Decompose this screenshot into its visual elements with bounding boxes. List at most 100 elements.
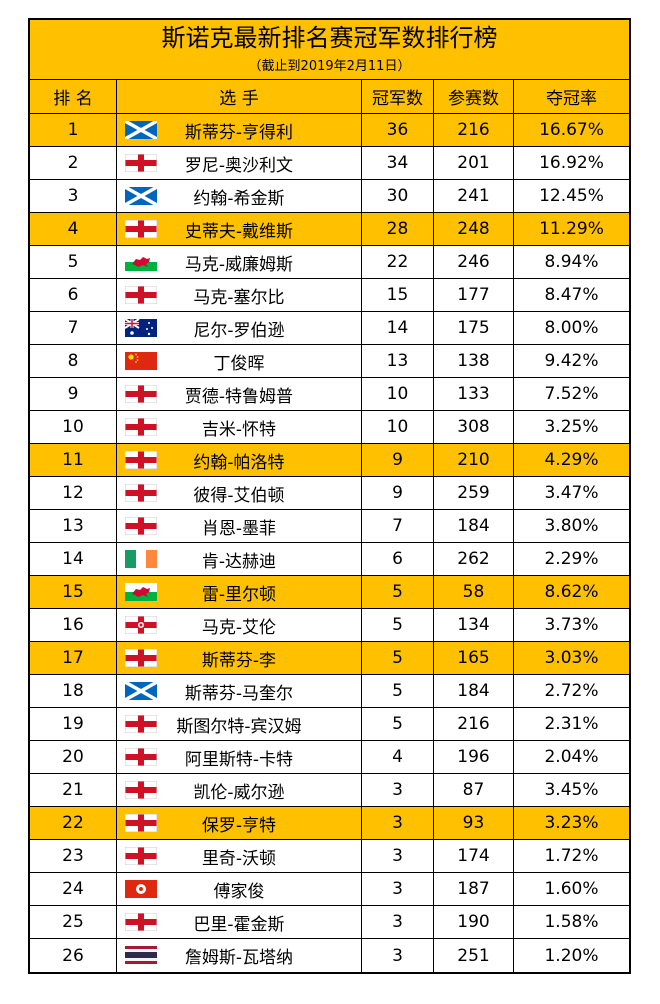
flag-icon	[125, 913, 157, 931]
table-cell: 13	[362, 345, 434, 377]
cell-text: 216	[457, 120, 490, 140]
cell-text: 16.67%	[539, 120, 604, 140]
table-row: 25 巴里-霍金斯 3 190 1.58%	[30, 906, 629, 939]
cell-text: 7.52%	[544, 384, 599, 404]
table-cell: 14	[30, 543, 117, 575]
table-cell: 7.52%	[514, 378, 629, 410]
table-cell: 10	[362, 411, 434, 443]
table-cell: 241	[434, 180, 514, 212]
table-cell: 2.04%	[514, 741, 629, 773]
cell-text: 7	[67, 318, 79, 338]
flag-icon	[125, 583, 157, 601]
table-cell: 贾德-特鲁姆普	[117, 378, 362, 410]
ranking-table: 斯诺克最新排名赛冠军数排行榜 （截止到2019年2月11日） 排 名选 手冠军数…	[28, 18, 631, 974]
flag-icon	[125, 319, 157, 337]
player-name: 马克-艾伦	[201, 617, 277, 638]
table-row: 7 尼尔-罗伯逊 14 175 8.00%	[30, 312, 629, 345]
table-cell: 巴里-霍金斯	[117, 906, 362, 938]
flag-icon	[125, 352, 157, 370]
table-cell: 58	[434, 576, 514, 608]
table-cell: 马克-威廉姆斯	[117, 246, 362, 278]
table-cell: 8.00%	[514, 312, 629, 344]
player-name: 斯蒂芬-亨得利	[184, 122, 294, 143]
table-cell: 3.80%	[514, 510, 629, 542]
player-name: 丁俊晖	[213, 353, 265, 374]
player-name: 约翰-希金斯	[193, 188, 285, 209]
cell-text: 248	[457, 219, 490, 239]
cell-text: 26	[62, 945, 84, 966]
cell-text: 138	[457, 351, 490, 371]
table-cell: 雷-里尔顿	[117, 576, 362, 608]
table-cell: 36	[362, 114, 434, 146]
cell-text: 12.45%	[539, 186, 604, 206]
cell-text: 3.80%	[544, 516, 599, 536]
cell-text: 15	[62, 582, 84, 602]
table-cell: 凯伦-威尔逊	[117, 774, 362, 806]
cell-text: 9	[392, 483, 403, 503]
table-row: 16 马克-艾伦 5 134 3.73%	[30, 609, 629, 642]
table-title: 斯诺克最新排名赛冠军数排行榜	[30, 20, 629, 57]
table-cell: 4.29%	[514, 444, 629, 476]
table-row: 8 丁俊晖 13 138 9.42%	[30, 345, 629, 378]
table-row: 19 斯图尔特-宾汉姆 5 216 2.31%	[30, 708, 629, 741]
cell-text: 1.58%	[544, 912, 599, 932]
table-cell: 190	[434, 906, 514, 938]
cell-text: 5	[392, 714, 403, 734]
table-cell: 174	[434, 840, 514, 872]
table-cell: 9	[362, 444, 434, 476]
cell-text: 14	[386, 318, 409, 338]
table-cell: 177	[434, 279, 514, 311]
flag-icon	[125, 451, 157, 469]
table-row: 14 肯-达赫迪 6 262 2.29%	[30, 543, 629, 576]
table-cell: 12.45%	[514, 180, 629, 212]
table-cell: 246	[434, 246, 514, 278]
cell-text: 5	[392, 582, 403, 602]
table-cell: 16	[30, 609, 117, 641]
cell-text: 3	[67, 186, 79, 206]
header-cell: 冠军数	[362, 80, 434, 113]
table-cell: 15	[362, 279, 434, 311]
header-cell: 排 名	[30, 80, 117, 113]
flag-icon	[125, 121, 157, 139]
table-cell: 12	[30, 477, 117, 509]
table-row: 18 斯蒂芬-马奎尔 5 184 2.72%	[30, 675, 629, 708]
table-cell: 14	[362, 312, 434, 344]
table-cell: 17	[30, 642, 117, 674]
cell-text: 3	[392, 846, 403, 866]
table-cell: 3	[362, 939, 434, 972]
table-cell: 5	[362, 642, 434, 674]
cell-text: 1.60%	[544, 879, 599, 899]
table-cell: 10	[362, 378, 434, 410]
cell-text: 9	[392, 450, 403, 470]
table-cell: 251	[434, 939, 514, 972]
table-cell: 3	[362, 840, 434, 872]
cell-text: 308	[457, 417, 490, 437]
table-cell: 175	[434, 312, 514, 344]
table-row: 13 肖恩-墨菲 7 184 3.80%	[30, 510, 629, 543]
cell-text: 3	[392, 912, 403, 932]
cell-text: 23	[62, 846, 84, 866]
table-cell: 5	[362, 609, 434, 641]
table-cell: 15	[30, 576, 117, 608]
table-row: 17 斯蒂芬-李 5 165 3.03%	[30, 642, 629, 675]
cell-text: 262	[457, 549, 490, 569]
table-cell: 3	[362, 807, 434, 839]
table-cell: 216	[434, 114, 514, 146]
table-cell: 6	[30, 279, 117, 311]
cell-text: 11.29%	[539, 219, 604, 239]
cell-text: 3	[392, 780, 403, 800]
table-row: 24 傅家俊 3 187 1.60%	[30, 873, 629, 906]
flag-icon	[125, 880, 157, 898]
table-row: 4 史蒂夫-戴维斯 28 248 11.29%	[30, 213, 629, 246]
flag-icon	[125, 682, 157, 700]
table-cell: 斯蒂芬-亨得利	[117, 114, 362, 146]
table-cell: 2.31%	[514, 708, 629, 740]
table-row: 23 里奇-沃顿 3 174 1.72%	[30, 840, 629, 873]
table-cell: 2.72%	[514, 675, 629, 707]
cell-text: 216	[457, 714, 490, 734]
table-row: 5 马克-威廉姆斯 22 246 8.94%	[30, 246, 629, 279]
player-name: 肯-达赫迪	[201, 551, 277, 572]
cell-text: 10	[386, 384, 409, 404]
player-name: 阿里斯特-卡特	[184, 749, 294, 770]
table-cell: 3	[362, 906, 434, 938]
